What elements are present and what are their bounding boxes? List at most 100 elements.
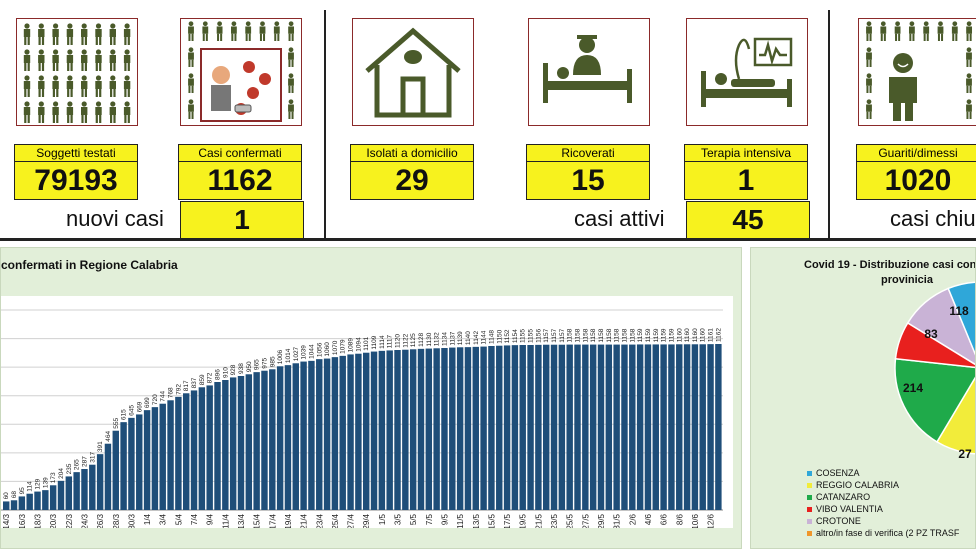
legend-label: altro/in fase di verifica (2 PZ TRASF <box>816 528 960 538</box>
summary-panel: Soggetti testati 79193 Casi confermati 1… <box>0 0 976 241</box>
data-label: 896 <box>215 369 222 380</box>
bar <box>96 454 104 510</box>
pie-legend: COSENZA REGGIO CALABRIA CATANZARO VIBO VALE… <box>807 467 959 539</box>
bar <box>104 443 112 510</box>
pie-slice <box>894 357 975 443</box>
tick-label: 13/4 <box>237 513 246 528</box>
data-label: 699 <box>144 397 151 408</box>
data-label: 975 <box>261 357 268 368</box>
legend-swatch <box>807 471 812 477</box>
bar <box>222 380 229 510</box>
bar <box>245 374 253 510</box>
bar <box>535 344 542 510</box>
tick-label: 23/5 <box>550 513 559 528</box>
data-label: 555 <box>113 417 120 428</box>
bar <box>386 350 393 510</box>
tick-label: 17/5 <box>503 513 512 528</box>
bar <box>472 346 479 510</box>
data-label: 1079 <box>340 339 347 354</box>
tick-label: 5/5 <box>409 513 418 525</box>
card-label: Terapia intensiva <box>684 144 808 162</box>
data-label: 1162 <box>715 328 722 342</box>
cumulative-cases-chart: confermati in Regione Calabria 60 68 95 114… <box>0 247 742 549</box>
bar <box>425 348 433 510</box>
tick-label: 1/5 <box>378 513 387 525</box>
data-label: 139 <box>42 477 49 488</box>
data-label: 1060 <box>324 342 331 357</box>
hospital-bed-icon <box>528 18 650 126</box>
intensive-care-icon <box>686 18 808 126</box>
bar <box>636 344 644 510</box>
data-label: 60 <box>3 492 10 500</box>
data-label: 1159 <box>668 328 675 342</box>
bar <box>699 344 706 510</box>
bar <box>175 396 182 510</box>
data-label: 1158 <box>598 328 605 342</box>
legend-entry: CROTONE <box>807 515 959 527</box>
bar <box>331 357 339 510</box>
bar <box>49 485 57 510</box>
legend-entry: COSENZA <box>807 467 959 479</box>
data-label: 1152 <box>504 329 511 343</box>
tick-label: 15/4 <box>253 513 262 528</box>
data-label: 965 <box>254 359 261 370</box>
data-label: 287 <box>81 456 88 467</box>
tick-label: 7/4 <box>190 513 199 525</box>
tick-label: 15/5 <box>487 513 496 528</box>
data-label: 872 <box>207 372 214 383</box>
data-label: 265 <box>74 459 81 470</box>
house-icon <box>352 18 474 126</box>
bar <box>339 355 346 510</box>
bar <box>112 430 119 510</box>
bar <box>237 376 245 510</box>
data-label: 95 <box>19 487 26 495</box>
bar <box>143 410 151 510</box>
data-label: 1150 <box>496 329 503 343</box>
data-label: 204 <box>58 468 65 479</box>
tick-label: 31/5 <box>613 513 622 528</box>
tick-label: 19/4 <box>284 513 293 528</box>
card-value: 1162 <box>178 162 302 200</box>
tick-label: 14/3 <box>2 513 11 528</box>
card-value: 15 <box>526 162 650 200</box>
tick-label: 1/4 <box>143 513 152 525</box>
bar <box>42 490 49 510</box>
bar <box>214 382 221 510</box>
bar <box>683 344 691 510</box>
bar <box>652 344 659 510</box>
tick-label: 3/4 <box>159 513 168 525</box>
tick-label: 30/3 <box>127 513 136 528</box>
legend-swatch <box>807 483 812 489</box>
legend-swatch <box>807 495 812 501</box>
bar <box>355 353 362 510</box>
data-label: 1158 <box>567 328 574 342</box>
bar <box>128 417 135 510</box>
tick-label: 12/6 <box>707 513 716 528</box>
data-label: 1156 <box>535 328 542 342</box>
tick-label: 3/5 <box>394 513 403 525</box>
data-label: 464 <box>105 430 112 441</box>
legend-label: REGGIO CALABRIA <box>816 480 900 490</box>
data-label: 317 <box>89 451 96 462</box>
tick-label: 10/6 <box>691 513 700 528</box>
bar <box>159 403 166 510</box>
bar <box>511 345 519 510</box>
bar <box>660 344 667 510</box>
data-label: 938 <box>238 363 245 374</box>
bar <box>73 472 80 510</box>
bar <box>363 352 370 510</box>
tick-label: 27/4 <box>347 513 356 528</box>
chart-title: Covid 19 - Distribuzione casi confermat … <box>757 258 975 288</box>
person-figures <box>188 21 295 122</box>
data-label: 1130 <box>426 332 433 346</box>
tick-label: 21/4 <box>300 513 309 528</box>
bar <box>519 345 526 510</box>
legend-entry: VIBO VALENTIA <box>807 503 959 515</box>
data-label: 1157 <box>543 328 550 342</box>
slice-label: 214 <box>903 381 923 395</box>
data-label: 669 <box>136 401 143 412</box>
tick-label: 4/6 <box>644 513 653 525</box>
tick-label: 25/4 <box>331 513 340 528</box>
bar <box>261 370 268 510</box>
card-label: Soggetti testati <box>14 144 138 162</box>
